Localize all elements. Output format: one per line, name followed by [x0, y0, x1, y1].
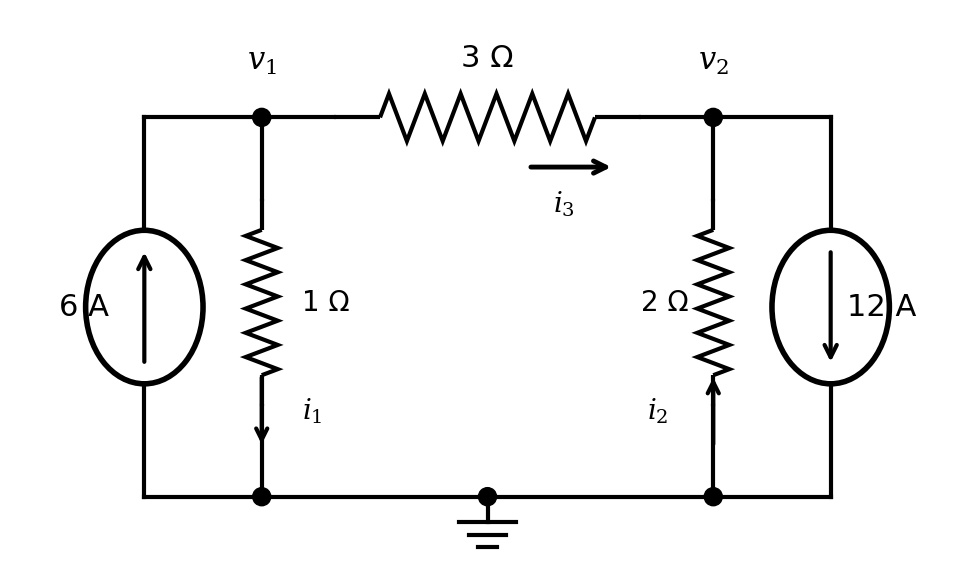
Text: $i_3$: $i_3$: [554, 190, 575, 219]
Circle shape: [479, 488, 496, 506]
Circle shape: [704, 488, 722, 506]
Text: 1 Ω: 1 Ω: [302, 289, 350, 316]
Text: 3 Ω: 3 Ω: [461, 44, 514, 73]
Text: $v_1$: $v_1$: [247, 48, 277, 77]
Text: $v_2$: $v_2$: [698, 48, 728, 77]
Circle shape: [253, 109, 271, 126]
Circle shape: [704, 109, 722, 126]
Text: 6 A: 6 A: [58, 292, 108, 322]
Text: 12 A: 12 A: [847, 292, 916, 322]
Text: 2 Ω: 2 Ω: [641, 289, 688, 316]
Text: $i_2$: $i_2$: [646, 396, 668, 426]
Circle shape: [253, 488, 271, 506]
Text: $i_1$: $i_1$: [302, 396, 323, 426]
